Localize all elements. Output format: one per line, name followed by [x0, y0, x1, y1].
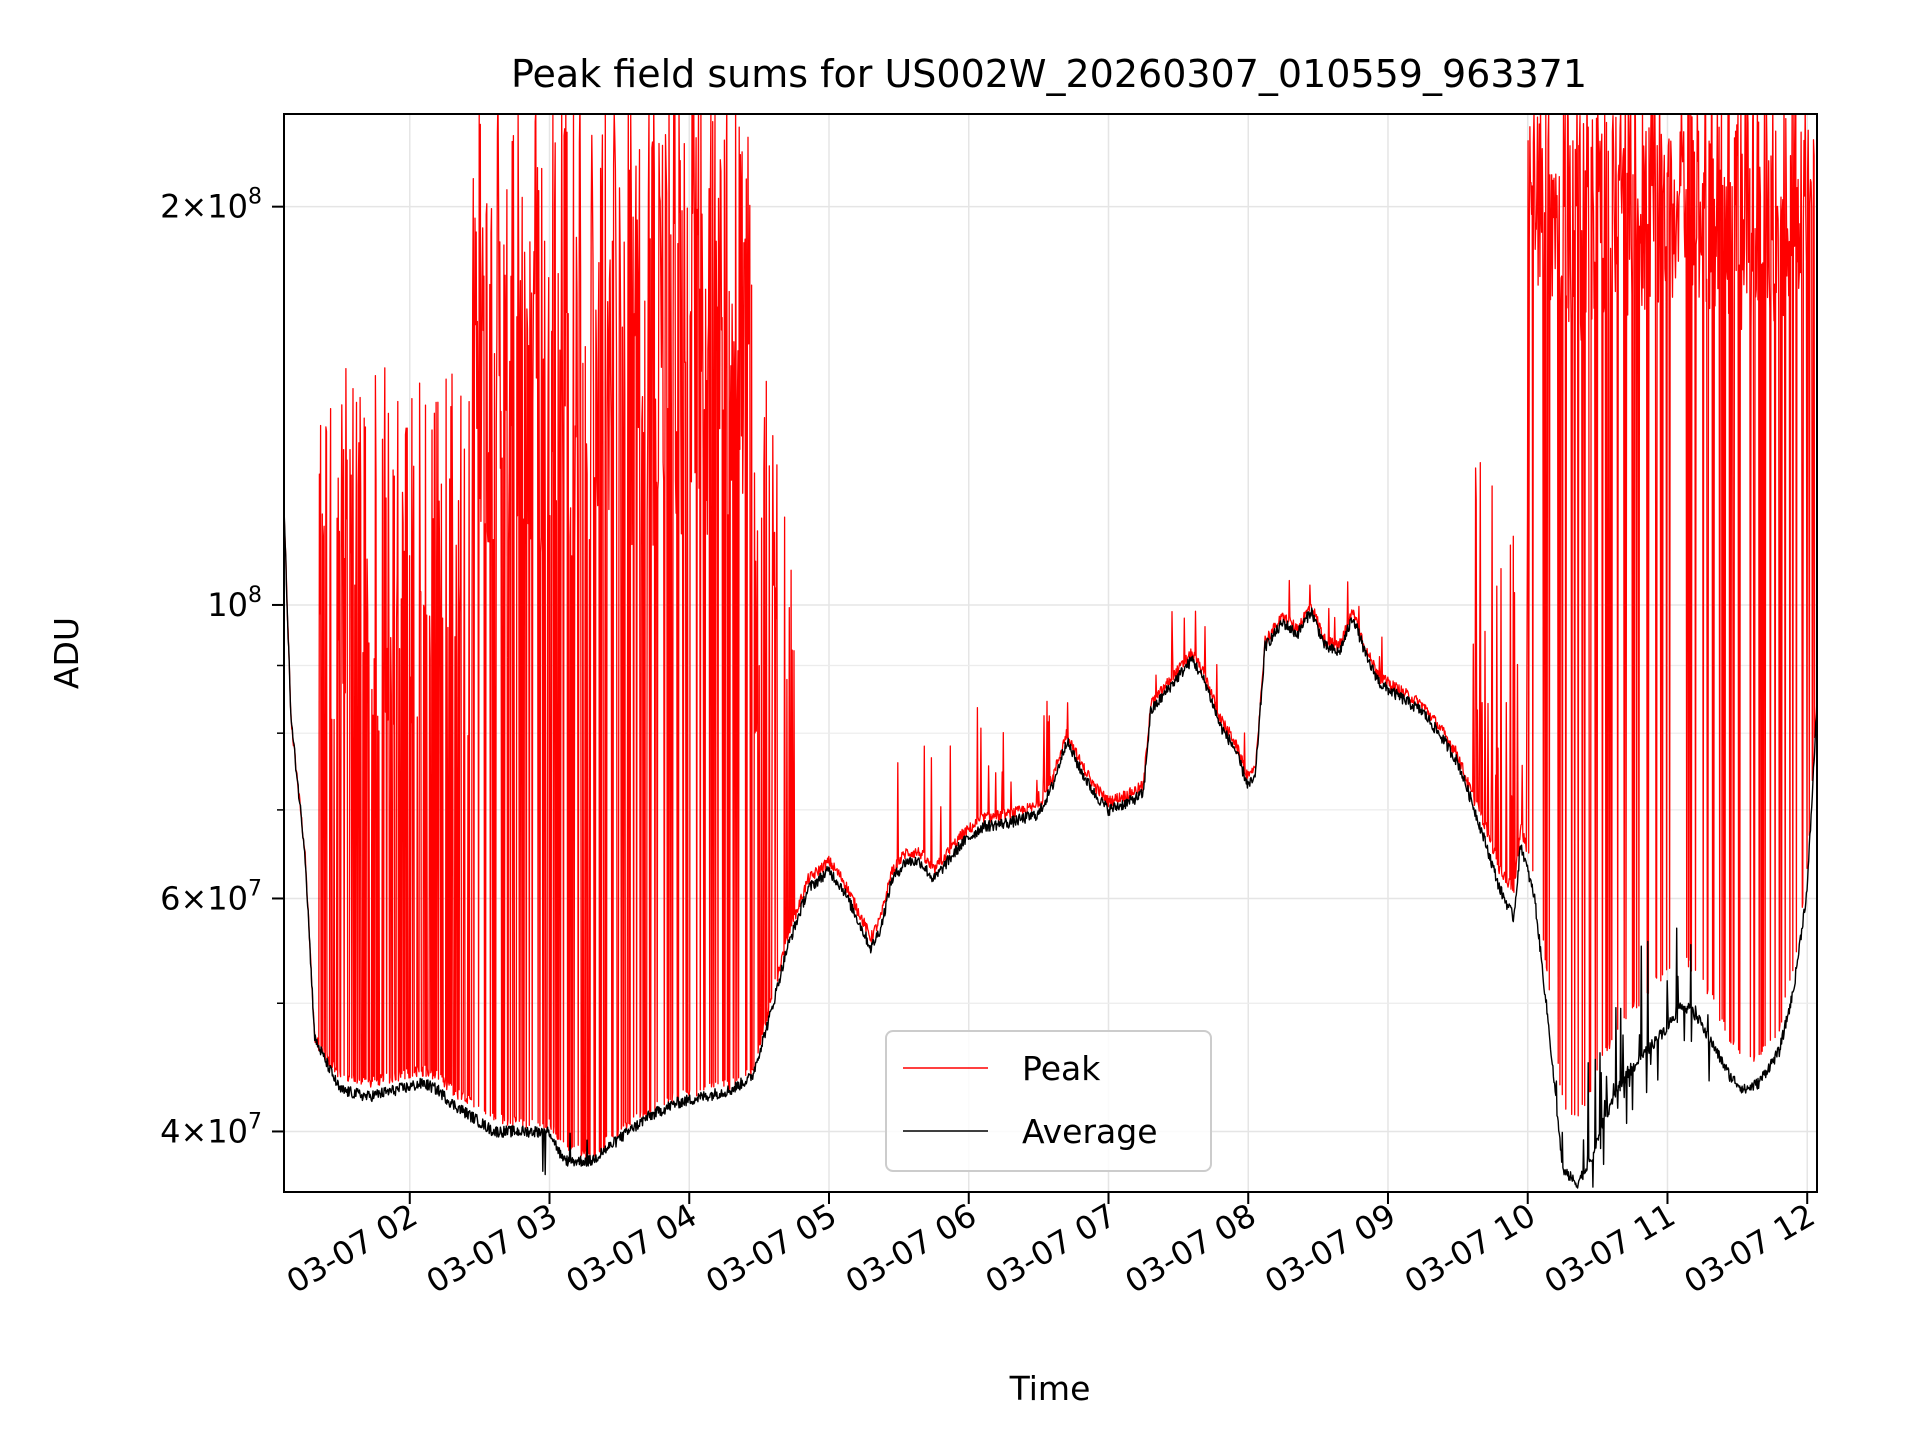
legend: Peak Average	[885, 1030, 1212, 1172]
x-axis-label: Time	[1009, 1369, 1091, 1408]
chart-title: Peak field sums for US002W_20260307_0105…	[511, 52, 1587, 96]
plot-frame	[283, 113, 1818, 1193]
y-tick-label: 6×107	[160, 876, 262, 917]
y-tick-label: 4×107	[160, 1109, 262, 1150]
legend-peak-label: Peak	[1022, 1049, 1101, 1088]
legend-box	[885, 1030, 1212, 1172]
y-axis-label: ADU	[47, 617, 86, 689]
series-line-peak	[284, 114, 1817, 1160]
series-line-average	[284, 508, 1817, 1189]
series-layer	[284, 114, 1817, 1189]
y-tick-label: 2×108	[160, 185, 262, 226]
legend-average-label: Average	[1022, 1112, 1158, 1151]
